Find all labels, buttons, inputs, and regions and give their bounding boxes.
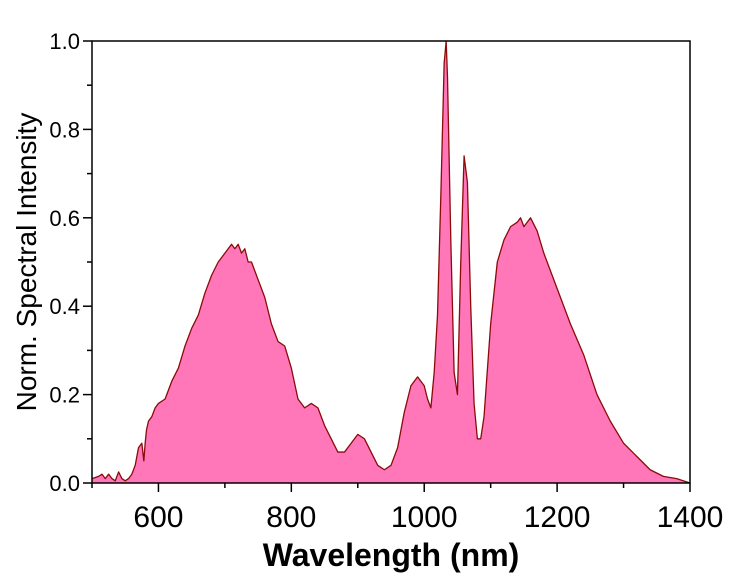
x-tick-label: 1400 — [657, 501, 724, 534]
plot-area — [91, 40, 691, 484]
spectrum-line — [91, 40, 691, 484]
y-tick-label: 0.6 — [49, 206, 80, 231]
y-tick-label: 1.0 — [49, 29, 80, 54]
x-tick-label: 600 — [133, 501, 183, 534]
y-axis-title: Norm. Spectral Intensity — [11, 113, 42, 412]
x-axis-title: Wavelength (nm) — [263, 537, 520, 573]
y-tick-label: 0.4 — [49, 294, 80, 319]
y-tick-label: 0.8 — [49, 117, 80, 142]
y-tick-label: 0.2 — [49, 383, 80, 408]
x-tick-label: 800 — [266, 501, 316, 534]
y-tick-label: 0.0 — [49, 471, 80, 496]
spectrum-area-fill — [92, 41, 690, 483]
axis-ticks: 600 800 1000 1200 1400 0.0 0.2 0.4 0.6 0.8 1.0 — [49, 29, 723, 534]
x-tick-label: 1000 — [391, 501, 458, 534]
x-tick-label: 1200 — [524, 501, 591, 534]
